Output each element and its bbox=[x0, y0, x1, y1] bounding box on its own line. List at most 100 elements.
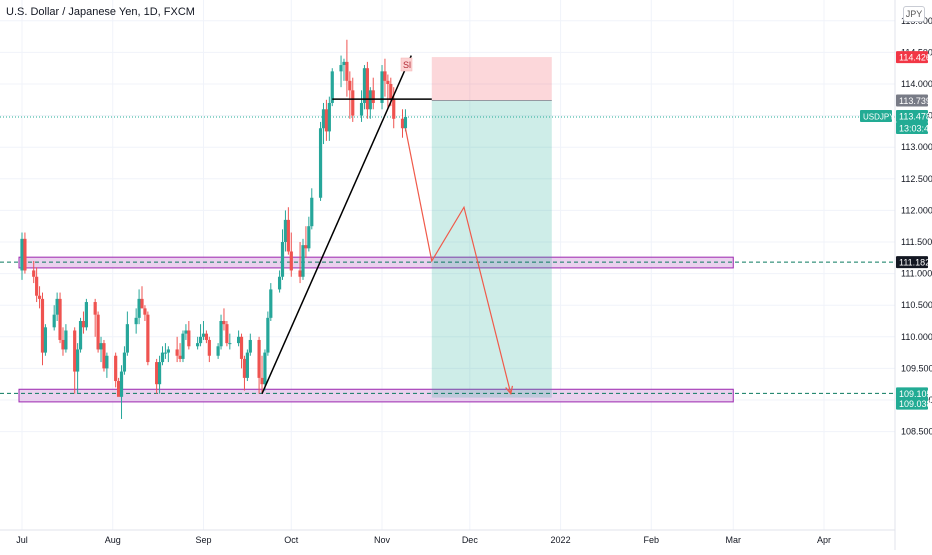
candle-body bbox=[37, 295, 42, 299]
candle-body bbox=[55, 298, 59, 315]
candle-body bbox=[310, 197, 314, 227]
candle-body bbox=[280, 242, 285, 277]
price-label-bg bbox=[896, 397, 928, 410]
candles bbox=[20, 39, 408, 419]
candle-body bbox=[400, 118, 405, 129]
candle-body bbox=[216, 346, 220, 356]
candle-body bbox=[32, 270, 36, 277]
candle-body bbox=[380, 71, 384, 103]
candle-body bbox=[392, 99, 396, 119]
candle-body bbox=[248, 339, 252, 353]
y-tick-label: 110.500 bbox=[901, 300, 932, 310]
price-label-bg bbox=[896, 94, 928, 107]
price-label-entry: 113.739 bbox=[899, 96, 931, 106]
price-label-last: 113.478 bbox=[899, 111, 931, 121]
price-label-target: 109.038 bbox=[899, 399, 932, 409]
candle-body bbox=[371, 90, 375, 103]
candle-body bbox=[58, 298, 62, 340]
candle-body bbox=[339, 65, 343, 72]
candle-body bbox=[228, 343, 232, 345]
candle-body bbox=[181, 333, 185, 359]
candle-body bbox=[146, 314, 150, 363]
candle-body bbox=[61, 339, 65, 350]
x-tick-label: Apr bbox=[817, 535, 831, 545]
candle-body bbox=[160, 352, 165, 363]
y-tick-label: 110.000 bbox=[901, 332, 932, 342]
candle-body bbox=[52, 314, 56, 328]
take-profit-zone bbox=[431, 100, 552, 398]
drawings: Sl bbox=[261, 55, 514, 396]
candle-body bbox=[260, 377, 264, 385]
candle-body bbox=[289, 251, 293, 271]
price-label-stop: 114.426 bbox=[899, 53, 931, 63]
projection-arrowhead bbox=[505, 385, 514, 396]
candle-body bbox=[298, 270, 302, 277]
x-tick-label: Feb bbox=[644, 535, 660, 545]
candle-body bbox=[187, 330, 191, 347]
candle-body bbox=[201, 333, 206, 337]
candle-body bbox=[196, 343, 200, 347]
candle-body bbox=[348, 80, 352, 91]
candle-body bbox=[307, 226, 311, 249]
candle-body bbox=[43, 327, 48, 353]
candle-body bbox=[239, 336, 244, 359]
y-tick-label: 109.500 bbox=[901, 363, 932, 373]
x-tick-label: Aug bbox=[105, 535, 121, 545]
y-tick-label: 111.000 bbox=[901, 269, 932, 279]
y-tick-label: 112.000 bbox=[901, 205, 932, 215]
candle-body bbox=[365, 68, 369, 110]
candle-body bbox=[383, 71, 387, 81]
x-tick-label: Nov bbox=[374, 535, 391, 545]
candle-body bbox=[403, 116, 408, 129]
price-label-bg bbox=[896, 109, 928, 122]
candle-body bbox=[269, 289, 273, 318]
symbol-tag-bg bbox=[860, 109, 892, 122]
candle-body bbox=[345, 61, 349, 81]
y-tick-label: 114.000 bbox=[901, 79, 932, 89]
y-tick-label: 113.000 bbox=[901, 142, 932, 152]
candle-body bbox=[263, 352, 267, 385]
candle-body bbox=[78, 321, 83, 350]
candle-body bbox=[102, 343, 106, 369]
candle-body bbox=[351, 90, 355, 116]
zone-support bbox=[18, 388, 734, 403]
candle-body bbox=[122, 352, 127, 372]
x-tick-label: Sep bbox=[195, 535, 211, 545]
candle-body bbox=[134, 317, 138, 325]
candle-body bbox=[359, 102, 364, 116]
candle-body bbox=[137, 298, 141, 318]
candle-body bbox=[73, 330, 77, 372]
chart-title: U.S. Dollar / Japanese Yen, 1D, FXCM bbox=[6, 6, 195, 18]
candle-body bbox=[178, 355, 182, 359]
x-tick-label: Mar bbox=[726, 535, 742, 545]
zone-resistance-support bbox=[18, 256, 734, 269]
candle-body bbox=[321, 109, 326, 129]
currency-badge[interactable]: JPY bbox=[903, 6, 925, 22]
candle-body bbox=[140, 298, 144, 309]
candle-body bbox=[23, 238, 27, 271]
price-label-level_mid: 111.182 bbox=[899, 258, 930, 268]
y-tick-label: 111.500 bbox=[901, 237, 932, 247]
candle-body bbox=[277, 276, 282, 290]
x-tick-label: 2022 bbox=[551, 535, 571, 545]
candle-body bbox=[116, 381, 121, 397]
candle-body bbox=[143, 308, 147, 315]
candle-body bbox=[242, 358, 247, 378]
price-labels: 114.426 113.739 113.478 13:03:44 111.182 109.… bbox=[860, 51, 932, 410]
candle-body bbox=[105, 355, 109, 369]
candle-body bbox=[207, 339, 211, 356]
x-tick-label: Oct bbox=[284, 535, 299, 545]
candle-body bbox=[119, 371, 124, 397]
candle-body bbox=[93, 302, 97, 315]
price-label-bg bbox=[896, 387, 928, 400]
candle-body bbox=[236, 336, 241, 344]
candle-body bbox=[155, 362, 159, 385]
candle-body bbox=[266, 317, 270, 353]
price-label-countdown: 13:03:44 bbox=[899, 123, 932, 133]
stop-loss-zone bbox=[431, 57, 552, 101]
candle-body bbox=[84, 302, 88, 328]
candle-body bbox=[99, 343, 103, 350]
candle-body bbox=[163, 352, 168, 354]
